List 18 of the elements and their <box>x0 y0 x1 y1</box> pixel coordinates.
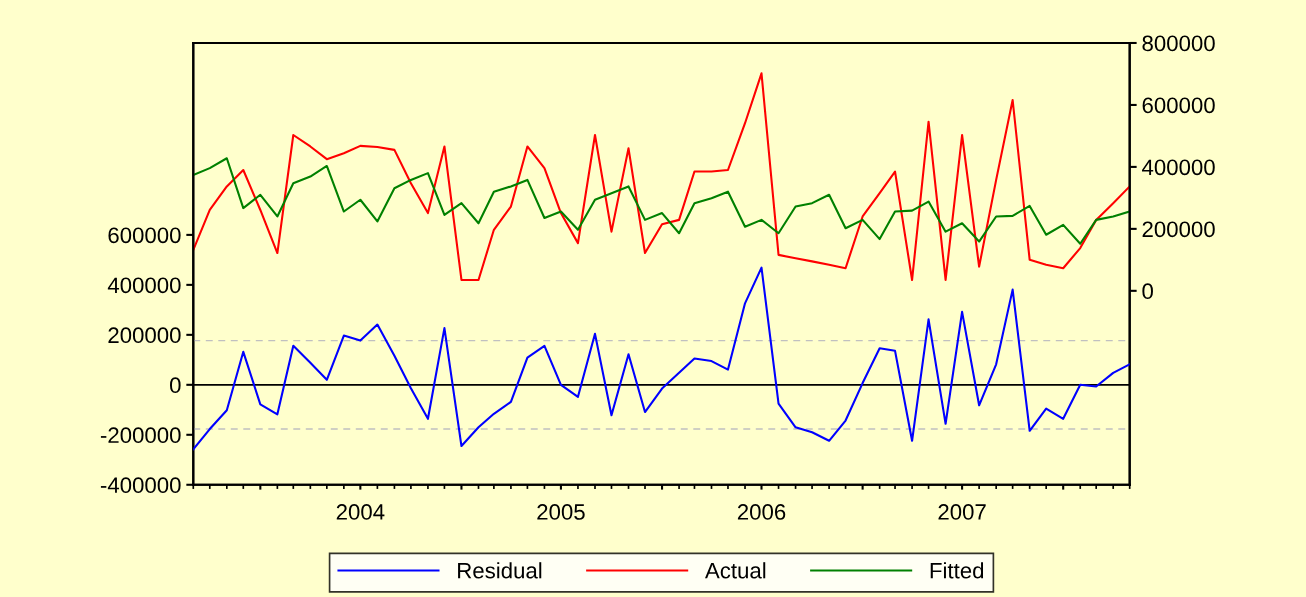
x-tick-label: 2007 <box>938 504 986 520</box>
legend-label: Fitted <box>930 562 984 579</box>
y2-tick-label: 600000 <box>1142 97 1215 114</box>
x-tick-label: 2005 <box>537 504 585 520</box>
y-tick-label: -200000 <box>100 427 181 444</box>
y-tick-label: 400000 <box>107 277 181 294</box>
y2-tick-label: 0 <box>1142 283 1153 300</box>
y-tick-label: 600000 <box>108 227 181 244</box>
y-tick-label: -400000 <box>100 477 181 494</box>
y2-tick-label: 400000 <box>1142 159 1215 176</box>
x-tick-label: 2004 <box>336 504 385 520</box>
y2-tick-label: 200000 <box>1142 221 1215 238</box>
y-tick-label: 200000 <box>108 327 181 344</box>
y-tick-label: 0 <box>169 377 181 394</box>
legend-label: Residual <box>458 562 542 579</box>
y2-tick-label: 800000 <box>1142 35 1215 52</box>
x-tick-label: 2006 <box>737 504 786 520</box>
legend-label: Actual <box>704 562 766 579</box>
